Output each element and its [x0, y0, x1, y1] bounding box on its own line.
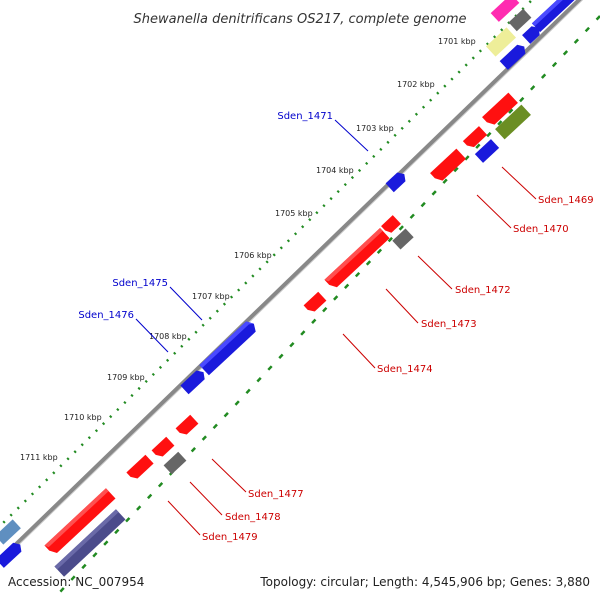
lower-gene-labels: Sden_1469 Sden_1470 Sden_1472 Sden_1473 …	[167, 166, 594, 543]
gene-arrow[interactable]	[508, 8, 532, 32]
tick-label: 1703 kbp	[356, 124, 394, 133]
gene-arrow[interactable]	[522, 23, 543, 44]
gene-arrow[interactable]	[392, 228, 414, 250]
tick-label: 1711 kbp	[20, 453, 58, 462]
gene-label-sden-1474[interactable]: Sden_1474	[377, 364, 433, 375]
tick-label: 1710 kbp	[64, 413, 102, 422]
gene-arrow[interactable]	[485, 27, 517, 57]
tick-labels: 1701 kbp 1702 kbp 1703 kbp 1704 kbp 1705…	[20, 37, 476, 462]
map-title: Shewanella denitrificans OS217, complete…	[134, 12, 467, 27]
gene-arrow[interactable]	[126, 454, 154, 482]
gene-arrow[interactable]	[531, 0, 578, 33]
gene-arrow[interactable]	[324, 227, 390, 290]
gene-label-sden-1469[interactable]: Sden_1469	[538, 195, 594, 206]
backbone-shadow	[0, 0, 584, 564]
gene-arrow[interactable]	[490, 0, 520, 22]
gene-arrow[interactable]	[0, 519, 21, 545]
gene-arrow[interactable]	[462, 126, 488, 150]
upper-gene-labels: Sden_1471 Sden_1475 Sden_1476	[78, 111, 369, 353]
gene-arrow[interactable]	[180, 368, 207, 395]
gene-label-sden-1479[interactable]: Sden_1479	[202, 532, 258, 543]
gene-arrow[interactable]	[495, 104, 531, 140]
tick-label: 1707 kbp	[192, 292, 230, 301]
gene-label-sden-1473[interactable]: Sden_1473	[421, 319, 477, 330]
gene-label-sden-1478[interactable]: Sden_1478	[225, 512, 281, 523]
gene-arrow[interactable]	[54, 509, 126, 577]
gene-arrow[interactable]	[199, 319, 258, 376]
backbone-arc	[0, 0, 583, 562]
gene-arrow[interactable]	[430, 148, 466, 184]
tick-label: 1709 kbp	[107, 373, 145, 382]
gene-arrow[interactable]	[381, 215, 401, 235]
inner-tick-ring	[59, 15, 600, 593]
tick-label: 1706 kbp	[234, 251, 272, 260]
tick-label: 1705 kbp	[275, 209, 313, 218]
gene-arrow[interactable]	[303, 291, 327, 314]
gene-arrow[interactable]	[0, 540, 24, 568]
gene-arrow[interactable]	[175, 414, 199, 437]
gene-label-sden-1470[interactable]: Sden_1470	[513, 224, 569, 235]
tick-label: 1704 kbp	[316, 166, 354, 175]
reverse-genes	[44, 92, 531, 577]
tick-label: 1708 kbp	[149, 332, 187, 341]
gene-label-sden-1476[interactable]: Sden_1476	[78, 310, 134, 321]
forward-genes	[0, 0, 578, 568]
gene-arrow[interactable]	[151, 436, 175, 459]
gene-arrow[interactable]	[163, 451, 187, 475]
gene-arrow[interactable]	[499, 42, 529, 70]
outer-tick-ring	[0, 0, 534, 528]
gene-label-sden-1477[interactable]: Sden_1477	[248, 489, 304, 500]
gene-arrow[interactable]	[474, 139, 500, 163]
gene-arrow[interactable]	[385, 170, 409, 193]
gene-arrow[interactable]	[44, 488, 116, 556]
gene-label-sden-1472[interactable]: Sden_1472	[455, 285, 511, 296]
genome-summary: Topology: circular; Length: 4,545,906 bp…	[259, 575, 590, 589]
gene-label-sden-1471[interactable]: Sden_1471	[277, 111, 333, 122]
accession-label: Accession: NC_007954	[8, 575, 144, 589]
tick-label: 1701 kbp	[438, 37, 476, 46]
tick-label: 1702 kbp	[397, 80, 435, 89]
gene-arrow[interactable]	[482, 92, 518, 128]
gene-label-sden-1475[interactable]: Sden_1475	[112, 278, 168, 289]
